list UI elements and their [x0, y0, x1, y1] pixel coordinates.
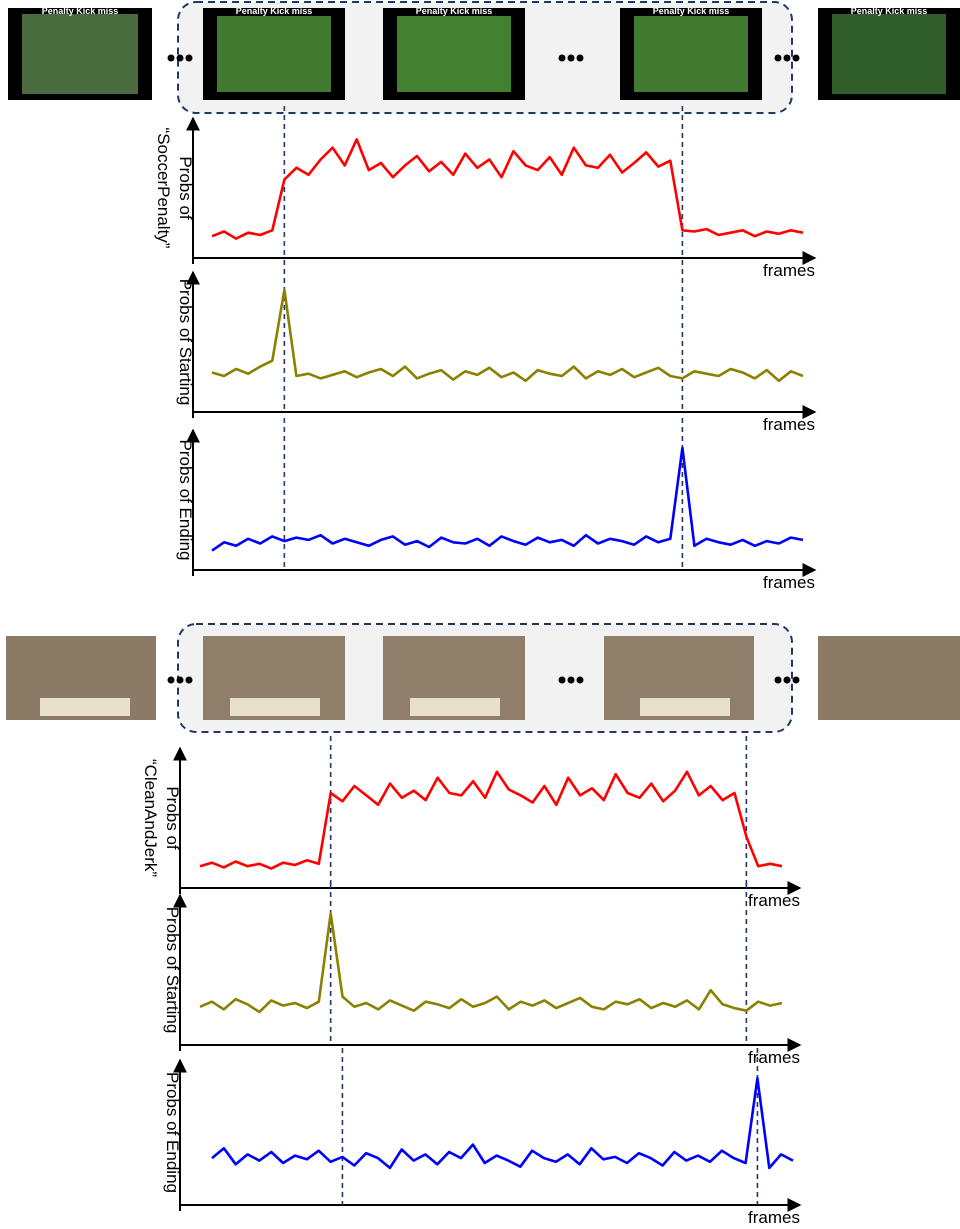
thumbnails-soccer: Penalty Kick miss Penalty Kick miss Pena… — [8, 2, 960, 113]
probability-line — [212, 448, 803, 551]
thumbnail-image — [22, 14, 138, 94]
thumbnail-image — [634, 16, 748, 92]
thumbnail-caption: Penalty Kick miss — [236, 6, 313, 16]
x-axis-label: frames — [748, 1208, 800, 1224]
x-axis-label: frames — [763, 415, 815, 434]
thumbnails-weightlifting — [6, 624, 960, 732]
probability-line — [212, 139, 803, 238]
y-axis-label: “CleanAndJerk” — [141, 759, 160, 877]
thumbnail-caption: Penalty Kick miss — [653, 6, 730, 16]
thumbnail-caption: Penalty Kick miss — [416, 6, 493, 16]
x-axis-label: frames — [748, 891, 800, 910]
y-axis-label: Probs of Ending — [163, 1072, 182, 1193]
probability-line — [212, 1078, 793, 1168]
probability-line — [212, 290, 803, 381]
y-axis-label: Probs of — [176, 156, 195, 220]
y-axis-label: Probs of — [163, 786, 182, 850]
thumbnail-caption: Penalty Kick miss — [851, 6, 928, 16]
thumbnail — [818, 636, 960, 720]
y-axis-label: “SoccerPenalty” — [154, 128, 173, 249]
thumbnail-caption: Penalty Kick miss — [42, 6, 119, 16]
probability-line — [200, 913, 782, 1012]
x-axis-label: frames — [763, 573, 815, 592]
thumbnail-image — [832, 14, 946, 94]
x-axis-label: frames — [748, 1048, 800, 1067]
x-axis-label: frames — [763, 261, 815, 280]
y-axis-label: Probs of Ending — [176, 440, 195, 561]
y-axis-label: Probs of Starting — [176, 279, 195, 406]
thumbnail-image — [397, 16, 511, 92]
page: {"figure": {"captions": ["Penalty Kick m… — [0, 0, 960, 1224]
y-axis-label: Probs of Starting — [163, 907, 182, 1034]
thumbnail-image — [217, 16, 331, 92]
figure: Penalty Kick miss Penalty Kick miss Pena… — [0, 0, 960, 1224]
probability-line — [200, 772, 782, 869]
